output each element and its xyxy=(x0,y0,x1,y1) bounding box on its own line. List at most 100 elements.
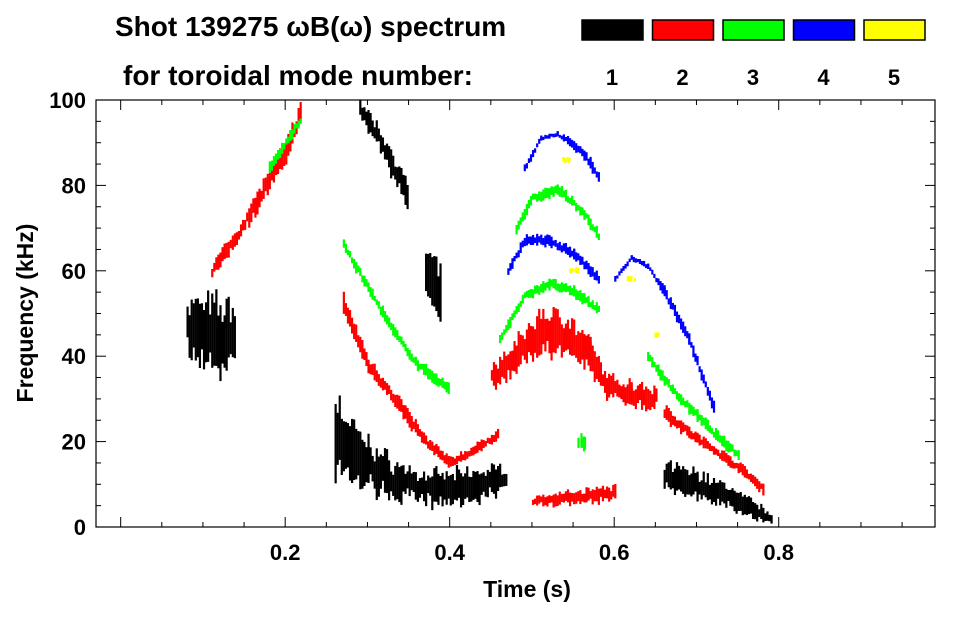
spectral-mark-mode-2 xyxy=(361,340,364,359)
spectral-mark-mode-4 xyxy=(558,134,561,138)
spectral-mark-mode-4 xyxy=(544,134,547,139)
spectral-mark-mode-4 xyxy=(579,146,582,154)
spectral-mark-mode-2 xyxy=(408,411,411,428)
spectral-mark-mode-4 xyxy=(534,148,537,153)
spectral-mark-mode-2 xyxy=(614,381,617,394)
spectral-mark-mode-1 xyxy=(466,466,469,498)
spectral-mark-mode-2 xyxy=(640,381,644,410)
spectral-mark-mode-3 xyxy=(346,249,350,256)
spectral-mark-mode-2 xyxy=(597,488,600,505)
spectral-mark-mode-2 xyxy=(462,454,465,461)
spectral-mark-mode-1 xyxy=(388,146,391,168)
spectral-mark-mode-1 xyxy=(425,480,428,507)
spectral-mark-mode-1 xyxy=(476,471,479,502)
spectral-mark-mode-2 xyxy=(618,384,621,398)
spectral-mark-mode-4 xyxy=(597,275,600,284)
spectral-mark-mode-3 xyxy=(696,409,699,420)
spectral-mark-mode-1 xyxy=(402,174,405,196)
spectral-mark-mode-2 xyxy=(548,495,551,503)
spectral-mark-mode-3 xyxy=(394,327,397,338)
spectral-mark-mode-3 xyxy=(560,186,563,198)
spectral-mark-mode-2 xyxy=(501,359,504,377)
spectral-mark-mode-1 xyxy=(474,471,477,499)
spectral-mark-mode-2 xyxy=(564,326,568,351)
spectral-mark-mode-1 xyxy=(429,477,432,496)
x-tick-label: 0.6 xyxy=(599,540,630,565)
spectral-mark-mode-1 xyxy=(186,306,189,338)
spectral-mark-mode-1 xyxy=(447,476,450,499)
spectral-mark-mode-1 xyxy=(704,482,707,498)
spectral-mark-mode-1 xyxy=(425,253,428,292)
spectral-mark-mode-2 xyxy=(276,152,280,175)
spectral-mark-mode-2 xyxy=(544,319,547,352)
spectral-mark-mode-4 xyxy=(554,133,557,138)
spectral-mark-mode-2 xyxy=(400,399,403,412)
spectral-mark-mode-3 xyxy=(517,303,520,313)
spectral-mark-mode-2 xyxy=(496,428,500,439)
spectral-mark-mode-4 xyxy=(571,250,574,257)
spectral-mark-mode-3 xyxy=(558,283,561,293)
spectral-mark-mode-1 xyxy=(427,253,430,297)
spectral-mark-mode-3 xyxy=(581,207,584,215)
spectral-mark-mode-1 xyxy=(344,421,348,469)
spectral-mark-mode-3 xyxy=(505,325,508,333)
spectral-mark-mode-2 xyxy=(575,335,578,358)
spectral-mark-mode-3 xyxy=(529,196,533,206)
spectral-mark-mode-2 xyxy=(246,212,249,222)
spectral-mark-mode-1 xyxy=(735,492,738,514)
spectral-mark-mode-4 xyxy=(531,150,535,158)
spectral-mark-mode-1 xyxy=(435,256,438,312)
spectral-mark-mode-3 xyxy=(552,186,555,197)
spectral-mark-mode-2 xyxy=(534,498,537,505)
spectral-mark-mode-2 xyxy=(566,319,570,350)
spectral-mark-mode-2 xyxy=(264,177,267,192)
spectral-mark-mode-2 xyxy=(367,359,370,374)
spectral-mark-mode-2 xyxy=(505,355,508,384)
spectral-mark-mode-3 xyxy=(515,306,518,315)
chart-title-line1: Shot 139275 ωB(ω) spectrum xyxy=(115,11,506,42)
spectral-mark-mode-1 xyxy=(451,473,454,505)
spectral-mark-mode-1 xyxy=(714,482,718,506)
spectral-mark-mode-2 xyxy=(610,491,613,500)
spectral-mark-mode-3 xyxy=(733,449,736,457)
spectral-mark-mode-3 xyxy=(690,404,693,415)
spectral-mark-mode-3 xyxy=(564,189,568,202)
spectral-mark-mode-3 xyxy=(727,440,730,453)
spectral-mark-mode-4 xyxy=(634,258,637,263)
spectral-mark-mode-1 xyxy=(367,109,370,134)
spectral-mark-mode-4 xyxy=(538,138,541,144)
spectral-mark-mode-2 xyxy=(733,462,736,469)
spectral-mark-mode-4 xyxy=(671,302,674,310)
spectral-mark-mode-2 xyxy=(562,328,565,353)
spectral-mark-mode-2 xyxy=(605,377,609,401)
spectral-mark-mode-2 xyxy=(517,331,520,367)
spectral-mark-mode-2 xyxy=(381,377,385,391)
spectral-mark-mode-2 xyxy=(499,356,502,385)
spectral-mark-mode-3 xyxy=(580,433,583,448)
spectral-mark-mode-4 xyxy=(632,256,635,263)
spectral-mark-mode-1 xyxy=(694,472,697,492)
spectral-mark-mode-2 xyxy=(285,142,288,165)
spectral-mark-mode-3 xyxy=(367,282,370,292)
spectral-mark-mode-4 xyxy=(595,270,598,281)
spectral-mark-mode-1 xyxy=(739,492,742,511)
spectral-mark-mode-1 xyxy=(480,473,483,495)
spectral-mark-mode-2 xyxy=(556,309,559,349)
spectral-mark-mode-2 xyxy=(523,339,526,360)
spectral-mark-mode-4 xyxy=(704,381,707,388)
spectral-mark-mode-3 xyxy=(582,437,585,448)
spectral-mark-mode-4 xyxy=(540,234,543,245)
spectral-mark-mode-1 xyxy=(764,513,767,522)
y-tick-label: 40 xyxy=(62,344,86,369)
spectral-mark-mode-1 xyxy=(671,471,674,489)
spectral-mark-mode-1 xyxy=(745,497,749,516)
spectral-mark-mode-5 xyxy=(633,278,637,282)
spectral-mark-mode-2 xyxy=(723,450,726,462)
spectral-mark-mode-4 xyxy=(698,366,701,373)
spectral-mark-mode-2 xyxy=(464,451,467,461)
spectral-mark-mode-5 xyxy=(575,267,578,274)
spectral-mark-mode-2 xyxy=(262,178,265,199)
spectral-mark-mode-2 xyxy=(671,415,674,425)
spectral-mark-mode-2 xyxy=(583,334,586,370)
spectral-mark-mode-2 xyxy=(595,486,598,502)
